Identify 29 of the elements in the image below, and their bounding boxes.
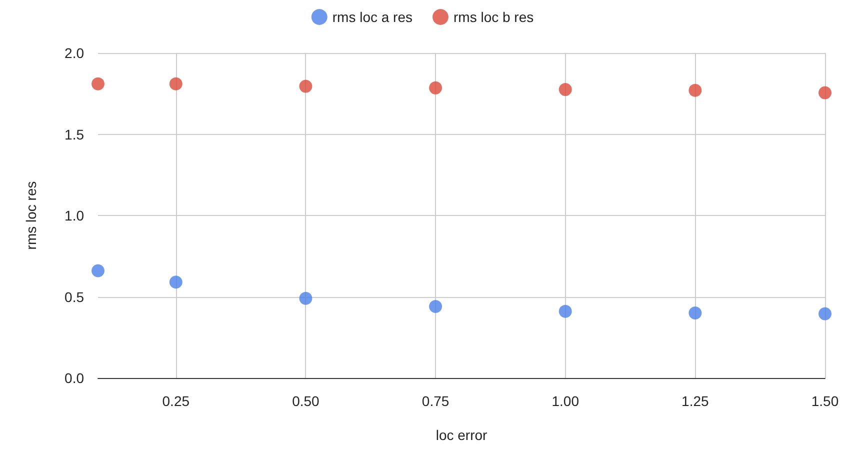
point bbox=[299, 292, 312, 305]
x-tick-label: 0.75 bbox=[422, 393, 450, 409]
point bbox=[818, 307, 832, 320]
point bbox=[688, 84, 702, 97]
legend-label: rms loc a res bbox=[332, 9, 412, 25]
point bbox=[429, 81, 442, 94]
x-tick-label: 0.25 bbox=[162, 393, 190, 409]
y-tick-label: 1.0 bbox=[64, 208, 84, 224]
legend-label: rms loc b res bbox=[454, 9, 534, 25]
point bbox=[92, 77, 104, 90]
point bbox=[558, 83, 572, 96]
x-axis-title: loc error bbox=[436, 427, 488, 443]
point bbox=[688, 306, 702, 320]
x-tick-label: 0.50 bbox=[292, 393, 320, 409]
x-tick-label: 1.00 bbox=[552, 393, 580, 409]
point bbox=[169, 77, 182, 90]
point bbox=[92, 264, 104, 278]
x-tick-label: 1.50 bbox=[811, 393, 839, 409]
point bbox=[299, 80, 312, 93]
y-tick-label: 1.5 bbox=[64, 126, 84, 142]
y-axis-title: rms loc res bbox=[23, 181, 39, 250]
point bbox=[169, 276, 182, 289]
y-tick-label: 0.0 bbox=[64, 370, 84, 386]
y-tick-label: 0.5 bbox=[64, 288, 84, 305]
point bbox=[818, 86, 832, 100]
point bbox=[558, 304, 572, 318]
y-tick-label: 2.0 bbox=[64, 45, 84, 61]
x-tick-label: 1.25 bbox=[682, 393, 710, 409]
point bbox=[429, 300, 442, 313]
